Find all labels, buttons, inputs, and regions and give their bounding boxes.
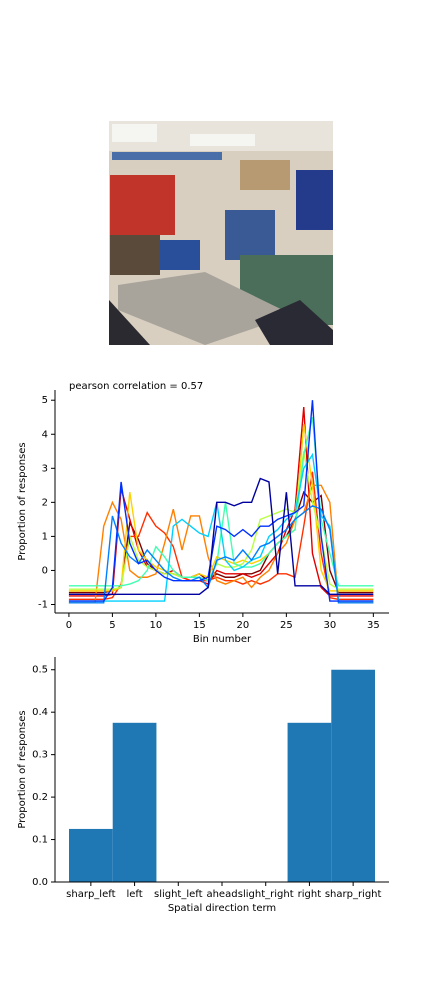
x-tick-label: ahead <box>206 889 237 900</box>
y-tick-label: 3 <box>42 463 48 474</box>
x-tick-label: sharp_right <box>325 889 382 900</box>
y-tick-label: -1 <box>38 599 48 610</box>
y-tick-label: 5 <box>42 395 48 406</box>
y-tick-label: 0.2 <box>32 792 48 803</box>
chart-title: pearson correlation = 0.57 <box>69 381 203 392</box>
x-tick-label: 35 <box>367 620 380 631</box>
y-tick-label: 2 <box>42 497 48 508</box>
x-tick-label: slight_right <box>238 889 294 900</box>
x-axis-label: Spatial direction term <box>168 903 276 914</box>
y-tick-label: 0 <box>42 565 48 576</box>
y-tick-label: 0.4 <box>32 707 48 718</box>
x-tick-label: 10 <box>150 620 163 631</box>
y-tick-label: 0.3 <box>32 750 48 761</box>
x-tick-label: 30 <box>323 620 336 631</box>
line-series <box>68 477 374 595</box>
line-series <box>68 504 374 604</box>
y-axis-label: Proportion of responses <box>17 442 28 560</box>
x-tick-label: slight_left <box>154 889 203 900</box>
y-axis-label: Proportion of responses <box>17 710 28 828</box>
x-tick-label: 0 <box>66 620 72 631</box>
line-series <box>68 452 374 602</box>
x-tick-label: right <box>298 889 322 900</box>
line-series <box>68 484 374 604</box>
photo <box>109 121 333 345</box>
x-tick-label: sharp_left <box>66 889 115 900</box>
x-tick-label: 5 <box>109 620 115 631</box>
x-tick-label: 25 <box>280 620 293 631</box>
x-axis-label: Bin number <box>193 634 252 645</box>
y-tick-label: 4 <box>42 429 48 440</box>
y-tick-label: 1 <box>42 531 48 542</box>
line-series <box>68 400 374 602</box>
y-tick-label: 0.5 <box>32 665 48 676</box>
x-tick-label: left <box>126 889 142 900</box>
bar <box>112 722 157 882</box>
bar <box>69 828 113 882</box>
x-tick-label: 20 <box>237 620 250 631</box>
bar <box>287 722 332 882</box>
y-tick-label: 0.1 <box>32 835 48 846</box>
x-tick-label: 15 <box>193 620 206 631</box>
bar <box>331 669 375 882</box>
y-tick-label: 0.0 <box>32 877 48 888</box>
